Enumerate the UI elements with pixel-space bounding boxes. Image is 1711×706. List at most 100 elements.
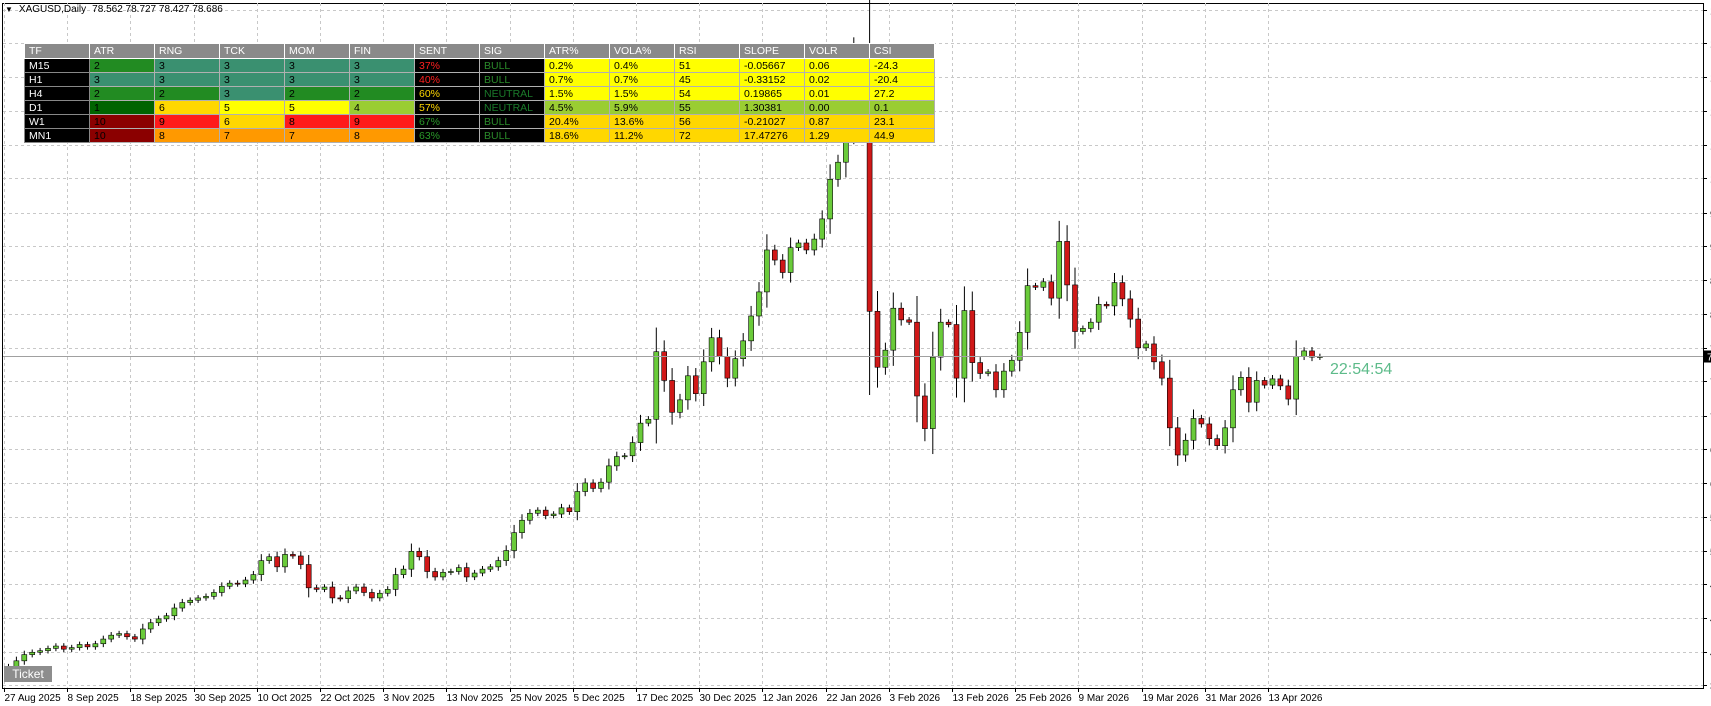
table-cell: 3 bbox=[219, 86, 285, 101]
candle bbox=[906, 317, 912, 325]
candle bbox=[1095, 296, 1102, 330]
candle bbox=[171, 603, 178, 621]
candle bbox=[1056, 220, 1062, 319]
table-cell: 0.87 bbox=[804, 114, 870, 129]
table-cell: BULL bbox=[479, 114, 545, 129]
candle-body bbox=[748, 315, 754, 342]
candle bbox=[1246, 367, 1252, 413]
candle-body bbox=[1024, 285, 1031, 333]
table-cell: 3 bbox=[349, 72, 415, 87]
candle bbox=[511, 524, 517, 559]
candle-body bbox=[408, 551, 415, 570]
column-header: VOLR bbox=[804, 43, 870, 59]
candle bbox=[1111, 273, 1118, 316]
x-tick-label: 31 Mar 2026 bbox=[1206, 693, 1263, 704]
candle-body bbox=[1253, 380, 1260, 403]
candle bbox=[961, 286, 968, 403]
candle bbox=[1119, 275, 1126, 307]
candle-body bbox=[384, 589, 391, 594]
candle-body bbox=[234, 582, 241, 585]
candle bbox=[574, 482, 581, 521]
table-cell: 0.06 bbox=[804, 58, 870, 73]
candle bbox=[1238, 371, 1244, 396]
candle-body bbox=[756, 291, 762, 317]
candle bbox=[519, 514, 525, 539]
table-cell: 11.2% bbox=[609, 128, 675, 143]
candle-body bbox=[1111, 282, 1118, 307]
candle-body bbox=[400, 568, 407, 575]
candle-body bbox=[637, 422, 644, 443]
candle-body bbox=[629, 442, 636, 457]
candle-body bbox=[771, 249, 778, 261]
current-price-tag bbox=[1704, 350, 1711, 363]
candle-body bbox=[566, 507, 573, 513]
candle-body bbox=[1001, 370, 1007, 391]
candle-body bbox=[685, 375, 691, 401]
candle bbox=[645, 416, 652, 427]
table-cell: 63% bbox=[414, 128, 480, 143]
candle bbox=[1064, 225, 1070, 302]
candle bbox=[361, 583, 367, 597]
candle-body bbox=[898, 307, 905, 321]
table-cell: 0.19865 bbox=[739, 86, 805, 101]
candle-body bbox=[1238, 377, 1244, 391]
candle bbox=[68, 644, 75, 652]
candle-body bbox=[1230, 389, 1236, 429]
symbol-label: XAGUSD,Daily bbox=[18, 4, 87, 15]
column-header: SIG bbox=[479, 43, 545, 59]
candle bbox=[1285, 379, 1292, 406]
candle-body bbox=[448, 571, 454, 573]
x-tick-label: 8 Sep 2025 bbox=[68, 693, 120, 704]
candle-body bbox=[534, 509, 541, 514]
candle bbox=[787, 237, 794, 283]
candle-body bbox=[922, 395, 928, 429]
column-header: ATR% bbox=[544, 43, 610, 59]
candle-body bbox=[195, 597, 201, 601]
candle bbox=[416, 547, 423, 561]
candle bbox=[771, 244, 778, 266]
table-cell: -24.3 bbox=[869, 58, 935, 73]
dropdown-triangle-icon[interactable]: ▼ bbox=[5, 5, 13, 14]
candle bbox=[408, 543, 415, 577]
table-cell: 20.4% bbox=[544, 114, 610, 129]
table-cell: 0.02 bbox=[804, 72, 870, 87]
table-cell: -0.21027 bbox=[739, 114, 805, 129]
candle-body bbox=[519, 519, 525, 533]
candle bbox=[1135, 307, 1141, 360]
candle-body bbox=[329, 586, 336, 599]
candle bbox=[922, 383, 928, 442]
candle bbox=[116, 630, 122, 638]
candle bbox=[76, 641, 83, 651]
candle-body bbox=[953, 324, 960, 379]
table-cell: 0.00 bbox=[804, 100, 870, 115]
candle-body bbox=[1080, 328, 1086, 332]
ticket-button[interactable]: Ticket bbox=[4, 666, 52, 682]
candle-body bbox=[37, 650, 43, 653]
table-cell: 3 bbox=[89, 72, 155, 87]
candle bbox=[1261, 377, 1268, 389]
table-row: MN1 10 8 7 7 8 63% BULL 18.6% 11.2% 72 17.47276 1.29… bbox=[24, 128, 935, 143]
candle bbox=[297, 551, 304, 570]
table-cell: 44.9 bbox=[869, 128, 935, 143]
candle-body bbox=[211, 592, 217, 597]
candle bbox=[258, 554, 265, 582]
candle bbox=[140, 623, 146, 645]
candle-body bbox=[29, 651, 36, 655]
candle bbox=[811, 233, 818, 256]
candle bbox=[779, 254, 786, 279]
candle-body bbox=[985, 371, 991, 374]
column-header: SLOPE bbox=[739, 43, 805, 59]
candle bbox=[914, 295, 920, 423]
candle bbox=[929, 331, 936, 455]
table-cell: W1 bbox=[24, 114, 90, 129]
candle bbox=[621, 452, 628, 460]
candle bbox=[195, 595, 201, 604]
candle-body bbox=[1143, 343, 1149, 349]
candle bbox=[242, 576, 249, 588]
table-cell: 0.4% bbox=[609, 58, 675, 73]
candles bbox=[5, 0, 1323, 678]
candle-body bbox=[945, 321, 952, 325]
candle-body bbox=[661, 351, 668, 381]
table-cell: 3 bbox=[154, 72, 220, 87]
